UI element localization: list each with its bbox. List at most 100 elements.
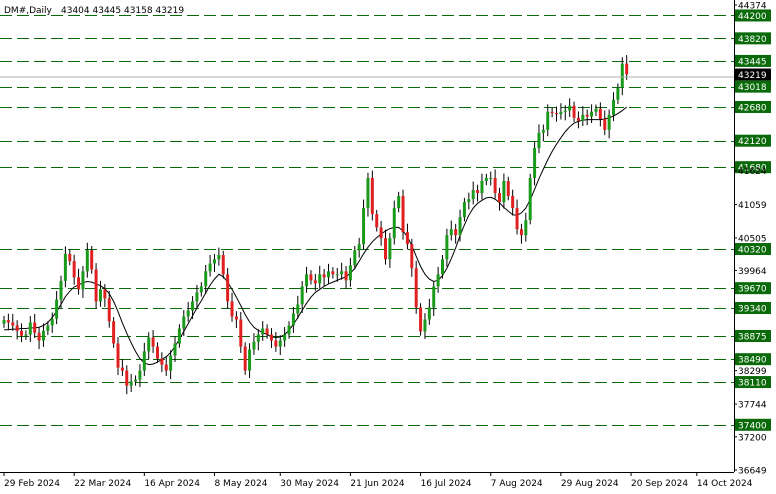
level-badge xyxy=(735,302,771,315)
x-tick-label: 20 Sep 2024 xyxy=(631,479,688,489)
y-tick-label: 37744 xyxy=(738,401,767,411)
candle-body xyxy=(563,110,567,112)
y-tick-label: 38490 xyxy=(738,356,767,366)
candle-body xyxy=(230,301,234,317)
candle-body xyxy=(480,181,484,194)
candle-body xyxy=(291,313,295,326)
candle-body xyxy=(414,268,418,308)
candle-body xyxy=(476,190,480,194)
candle-body xyxy=(77,277,81,290)
candle-body xyxy=(445,235,449,260)
candle-body xyxy=(572,105,576,118)
level-badge xyxy=(735,353,771,366)
level-badge xyxy=(735,32,771,45)
x-tick-label: 14 Oct 2024 xyxy=(697,479,753,489)
candle-body xyxy=(129,381,133,386)
candle-body xyxy=(98,289,102,302)
candle-body xyxy=(375,214,379,228)
candle-body xyxy=(20,330,24,336)
level-badge xyxy=(735,243,771,256)
candle-body xyxy=(620,63,624,88)
candle-body xyxy=(419,307,423,332)
x-tick-label: 30 May 2024 xyxy=(280,479,339,489)
y-tick-label: 37200 xyxy=(738,433,767,443)
candle-body xyxy=(305,274,309,287)
x-tick-label: 16 Jul 2024 xyxy=(421,479,472,489)
candle-body xyxy=(55,299,59,319)
candle-body xyxy=(239,319,243,347)
y-tick-label: 43445 xyxy=(738,57,767,67)
candle-body xyxy=(326,271,330,278)
candle-body xyxy=(423,319,427,332)
candle-body xyxy=(112,321,116,344)
candle-body xyxy=(541,129,545,133)
level-badge xyxy=(735,80,771,93)
candle-body xyxy=(243,346,247,371)
candle-body xyxy=(576,117,580,121)
candle-body xyxy=(462,202,466,218)
x-tick-label: 29 Feb 2024 xyxy=(4,479,60,489)
candle-body xyxy=(116,343,120,368)
candle-body xyxy=(212,259,216,264)
candle-body xyxy=(313,280,317,284)
candle-body xyxy=(484,177,488,182)
candle-body xyxy=(357,244,361,251)
level-badge xyxy=(735,418,771,431)
candle-body xyxy=(296,304,300,314)
x-tick-label: 7 Aug 2024 xyxy=(491,479,543,489)
y-tick-label: 39670 xyxy=(738,285,767,295)
candle-body xyxy=(33,322,37,333)
candle-body xyxy=(11,322,15,326)
candle-body xyxy=(590,111,594,117)
candle-body xyxy=(340,271,344,275)
candle-body xyxy=(208,263,212,272)
candle-body xyxy=(169,355,173,371)
candle-body xyxy=(318,274,322,284)
candle-body xyxy=(28,322,32,335)
candle-body xyxy=(322,274,326,278)
candle-body xyxy=(248,349,252,371)
candle-body xyxy=(441,259,444,275)
candle-body xyxy=(90,250,94,270)
candle-body xyxy=(546,111,550,130)
current-price-badge xyxy=(735,68,771,81)
candle-body xyxy=(94,269,98,302)
y-tick-label: 39340 xyxy=(738,305,767,315)
candle-body xyxy=(261,328,265,335)
y-tick-label: 38875 xyxy=(738,333,767,343)
candle-body xyxy=(2,320,6,324)
candle-body xyxy=(405,232,409,245)
candle-body xyxy=(46,325,50,331)
candle-body xyxy=(537,132,541,148)
level-badge xyxy=(735,9,771,22)
candle-body xyxy=(142,351,146,371)
x-tick-label: 22 Mar 2024 xyxy=(74,479,131,489)
candle-body xyxy=(164,364,168,371)
candle-body xyxy=(182,316,186,329)
candle-body xyxy=(585,114,589,117)
candle-body xyxy=(410,244,414,269)
candle-body xyxy=(283,334,287,341)
candle-body xyxy=(199,286,203,293)
candle-body xyxy=(559,111,563,115)
candle-body xyxy=(151,337,155,347)
candle-body xyxy=(191,301,195,311)
candle-body xyxy=(309,274,313,281)
candle-body xyxy=(103,289,107,299)
candle-body xyxy=(555,112,559,115)
candle-body xyxy=(449,229,453,236)
candle-body xyxy=(160,358,164,365)
candle-body xyxy=(50,318,54,326)
candle-body xyxy=(348,265,352,281)
level-badge xyxy=(735,282,771,295)
candle-body xyxy=(568,105,572,111)
ma-line xyxy=(4,106,628,366)
candle-body xyxy=(138,370,142,380)
y-tick-label: 41624 xyxy=(738,167,767,177)
candle-body xyxy=(383,238,387,260)
candle-body xyxy=(607,114,611,130)
candle-body xyxy=(134,379,138,382)
candle-body xyxy=(616,87,620,100)
